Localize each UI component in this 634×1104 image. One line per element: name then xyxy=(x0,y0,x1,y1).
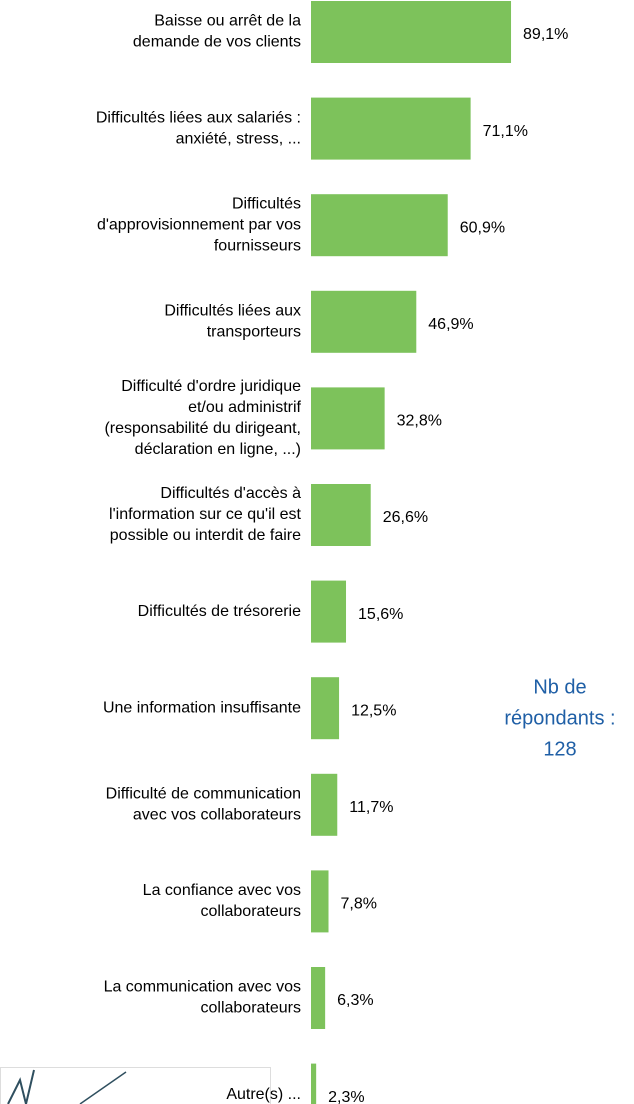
value-label: 71,1% xyxy=(483,123,528,140)
category-label: anxiété, stress, ... xyxy=(176,130,301,147)
category-label: Difficultés liées aux salariés : xyxy=(96,109,301,126)
value-label: 2,3% xyxy=(328,1089,364,1104)
bar xyxy=(311,194,448,257)
value-label: 11,7% xyxy=(349,799,393,816)
bar xyxy=(311,387,385,450)
category-label: déclaration en ligne, ...) xyxy=(135,441,301,458)
value-label: 12,5% xyxy=(351,702,396,719)
category-label: Difficultés d'accès à xyxy=(160,485,301,502)
category-label: Difficultés liées aux xyxy=(164,303,301,320)
value-label: 46,9% xyxy=(428,316,473,333)
category-label: La communication avec vos xyxy=(104,979,301,996)
value-label: 32,8% xyxy=(397,413,442,430)
bar xyxy=(311,97,471,160)
bar xyxy=(311,484,371,546)
category-label: d'approvisionnement par vos xyxy=(97,216,301,233)
category-label: l'information sur ce qu'il est xyxy=(109,506,302,523)
category-label: Difficulté de communication xyxy=(106,786,301,803)
annotation: répondants : xyxy=(504,707,615,729)
category-label: (responsabilité du dirigeant, xyxy=(104,420,301,437)
value-label: 26,6% xyxy=(383,509,428,526)
category-label: et/ou administrif xyxy=(188,399,301,416)
category-label: Difficulté d'ordre juridique xyxy=(121,378,301,395)
bar xyxy=(311,580,347,643)
annotation: 128 xyxy=(543,738,576,760)
category-label: Baisse ou arrêt de la xyxy=(154,13,301,30)
category-label: collaborateurs xyxy=(201,1000,302,1017)
bar xyxy=(311,773,338,836)
value-label: 6,3% xyxy=(337,992,373,1009)
category-label: fournisseurs xyxy=(214,237,301,254)
annotation: Nb de xyxy=(533,676,586,698)
category-label: Difficultés de trésorerie xyxy=(138,603,301,620)
category-label: avec vos collaborateurs xyxy=(133,807,301,824)
bar xyxy=(311,1063,317,1104)
value-label: 89,1% xyxy=(523,26,568,43)
bar xyxy=(311,1,512,63)
bar xyxy=(311,967,326,1029)
category-label: possible ou interdit de faire xyxy=(110,527,301,544)
value-label: 7,8% xyxy=(341,896,377,913)
category-label: La confiance avec vos xyxy=(143,882,301,899)
value-label: 60,9% xyxy=(460,219,505,236)
category-label: transporteurs xyxy=(207,324,301,341)
bar xyxy=(311,870,329,933)
bar xyxy=(311,290,417,353)
value-label: 15,6% xyxy=(358,606,403,623)
bar xyxy=(311,677,340,740)
category-label: collaborateurs xyxy=(201,903,302,920)
category-label: Difficultés xyxy=(232,195,301,212)
category-label: Autre(s) ... xyxy=(226,1086,301,1103)
category-label: Une information insuffisante xyxy=(103,699,301,716)
category-label: demande de vos clients xyxy=(133,34,301,51)
logo-inset xyxy=(0,1067,271,1104)
